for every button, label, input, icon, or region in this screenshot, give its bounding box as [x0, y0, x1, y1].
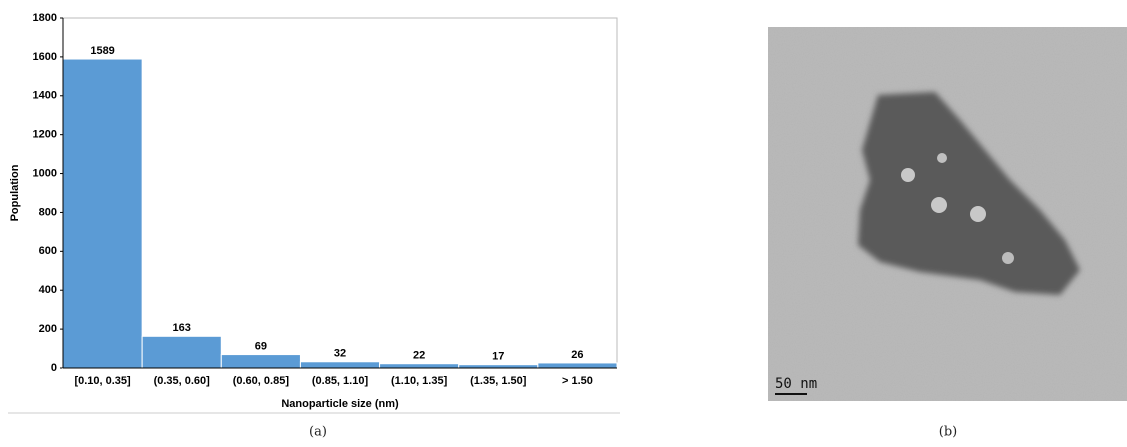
x-tick-label: > 1.50: [562, 375, 593, 387]
scale-bar-label: 50 nm: [775, 376, 817, 392]
data-label: 163: [173, 322, 191, 334]
data-label: 17: [492, 351, 504, 363]
y-tick-label: 600: [39, 245, 57, 257]
nanoparticle: [1002, 252, 1014, 264]
data-label: 26: [571, 349, 583, 361]
y-tick-label: 1000: [33, 167, 57, 179]
caption: (b): [939, 425, 957, 440]
x-axis-title: Nanoparticle size (nm): [281, 398, 399, 410]
x-tick-label: (1.10, 1.35]: [391, 375, 448, 387]
y-tick-label: 200: [39, 323, 57, 335]
plot-frame: [63, 18, 617, 368]
y-axis-title: Population: [9, 164, 21, 221]
x-tick-label: (1.35, 1.50]: [470, 375, 527, 387]
data-label: 69: [255, 340, 267, 352]
y-tick-label: 1200: [33, 129, 57, 141]
y-tick-label: 1400: [33, 90, 57, 102]
y-tick-label: 1800: [33, 12, 57, 24]
nanoparticle: [901, 168, 915, 182]
data-label: 32: [334, 348, 346, 360]
y-tick-label: 400: [39, 284, 57, 296]
figure: Population Nanoparticle size (nm) (a) (b…: [0, 0, 1127, 442]
y-tick-label: 0: [51, 362, 57, 374]
data-label: 1589: [90, 45, 114, 57]
bar: [63, 59, 142, 368]
bar: [221, 355, 300, 368]
bar: [142, 336, 221, 368]
y-tick-label: 800: [39, 206, 57, 218]
x-tick-label: (0.35, 0.60]: [154, 375, 211, 387]
bar: [380, 364, 459, 368]
tem-image: 50 nm: [768, 27, 1127, 401]
nanoparticle: [970, 206, 986, 222]
bar: [538, 363, 617, 368]
x-tick-label: [0.10, 0.35]: [74, 375, 131, 387]
y-tick-label: 1600: [33, 51, 57, 63]
nanoparticle: [937, 153, 947, 163]
x-tick-label: (0.85, 1.10]: [312, 375, 369, 387]
nanoparticle: [931, 197, 947, 213]
bar: [300, 362, 379, 368]
data-label: 22: [413, 350, 425, 362]
x-tick-label: (0.60, 0.85]: [233, 375, 290, 387]
caption: (a): [309, 425, 327, 440]
page: Population Nanoparticle size (nm) (a) (b…: [0, 0, 1127, 442]
